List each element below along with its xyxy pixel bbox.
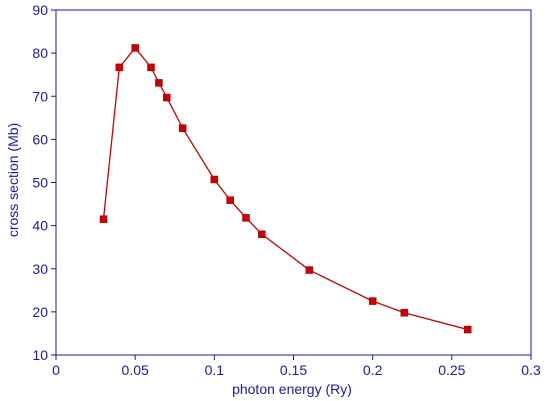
data-point-marker — [163, 93, 171, 102]
data-point-marker — [400, 308, 409, 317]
y-tick-label: 60 — [32, 131, 48, 147]
data-point-marker — [463, 325, 472, 334]
data-point-marker — [305, 266, 314, 274]
y-axis-title: cross section (Mb) — [5, 123, 21, 237]
data-point-marker — [242, 214, 250, 222]
y-tick-label: 90 — [32, 2, 48, 18]
x-tick-label: 0.1 — [205, 362, 225, 378]
data-point-marker — [258, 230, 266, 238]
y-tick-label: 50 — [32, 175, 48, 191]
data-point-marker — [99, 215, 108, 223]
x-axis-title: photon energy (Ry) — [232, 381, 352, 397]
y-tick-label: 80 — [32, 45, 48, 61]
data-point-marker — [368, 297, 377, 305]
data-point-marker — [131, 44, 139, 52]
y-axis-ticks: 10 20 30 40 50 60 70 80 90 — [32, 2, 56, 363]
data-point-marker — [155, 79, 163, 87]
y-tick-label: 40 — [32, 218, 48, 234]
data-point-marker — [178, 124, 187, 132]
series-layer — [99, 44, 472, 334]
data-point-marker — [115, 63, 124, 72]
data-point-marker — [226, 196, 234, 204]
x-tick-label: 0 — [52, 362, 60, 378]
x-tick-label: 0.2 — [363, 362, 383, 378]
data-point-marker — [147, 63, 155, 72]
x-tick-label: 0.05 — [122, 362, 149, 378]
x-tick-label: 0.15 — [280, 362, 307, 378]
x-tick-label: 0.25 — [438, 362, 465, 378]
y-tick-label: 30 — [32, 261, 48, 277]
x-axis-ticks: 0 0.05 0.1 0.15 0.2 0.25 0.3 — [52, 355, 541, 378]
x-tick-label: 0.3 — [521, 362, 541, 378]
y-tick-label: 10 — [32, 347, 48, 363]
y-tick-label: 70 — [32, 88, 48, 104]
y-tick-label: 20 — [32, 304, 48, 320]
data-point-marker — [210, 175, 219, 184]
